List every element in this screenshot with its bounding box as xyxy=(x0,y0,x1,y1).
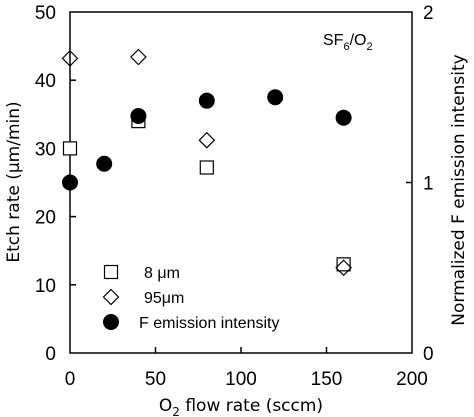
data-marks xyxy=(61,48,352,277)
legend-marker xyxy=(103,314,119,330)
y-axis-title: Etch rate (μm/min) xyxy=(4,101,24,262)
legend-marker xyxy=(103,264,119,280)
data-point xyxy=(336,257,351,272)
y2-tick-label: 2 xyxy=(423,3,434,24)
series-2 xyxy=(62,89,352,191)
data-point xyxy=(96,155,113,172)
y2-axis-title: Normalized F emission intensity xyxy=(449,54,469,325)
left-axis-ticks: 0 10 20 30 40 50 xyxy=(35,3,76,365)
y-tick-label: 50 xyxy=(35,3,56,24)
x-tick-label: 0 xyxy=(65,369,76,390)
bottom-axis-ticks: 0 50 100 150 200 xyxy=(65,347,428,390)
legend-label: F emission intensity xyxy=(139,315,280,332)
annotation-label: SF6/O2 xyxy=(323,32,373,53)
y-tick-label: 30 xyxy=(35,139,56,160)
y-tick-label: 20 xyxy=(35,208,56,229)
series-0 xyxy=(62,114,351,272)
data-point xyxy=(335,259,352,277)
x-axis-title: O2 flow rate (sccm) xyxy=(159,396,323,417)
data-point xyxy=(199,160,214,175)
x-tick-label: 150 xyxy=(311,369,343,390)
x-tick-label: 100 xyxy=(225,369,257,390)
legend: 8 μm 95μm F emission intensity xyxy=(102,264,280,332)
data-point xyxy=(198,92,215,109)
y-tick-label: 10 xyxy=(35,276,56,297)
right-axis-ticks: 0 1 2 xyxy=(406,3,434,365)
legend-marker xyxy=(102,288,120,306)
data-point xyxy=(61,50,79,67)
y2-tick-label: 1 xyxy=(423,174,434,195)
data-point xyxy=(62,141,78,156)
data-point xyxy=(130,48,147,66)
series-1 xyxy=(61,48,352,277)
legend-label: 8 μm xyxy=(144,265,180,282)
y-tick-label: 0 xyxy=(45,344,56,365)
data-point xyxy=(130,108,147,125)
plot-frame xyxy=(69,11,413,354)
legend-label: 95μm xyxy=(144,290,184,307)
data-point xyxy=(198,131,216,149)
x-tick-label: 50 xyxy=(145,369,166,390)
x-tick-label: 200 xyxy=(396,369,428,390)
y2-tick-label: 0 xyxy=(423,344,434,365)
data-point xyxy=(62,174,78,191)
y-tick-label: 40 xyxy=(35,71,56,92)
data-point xyxy=(267,89,284,106)
data-point xyxy=(335,109,352,126)
